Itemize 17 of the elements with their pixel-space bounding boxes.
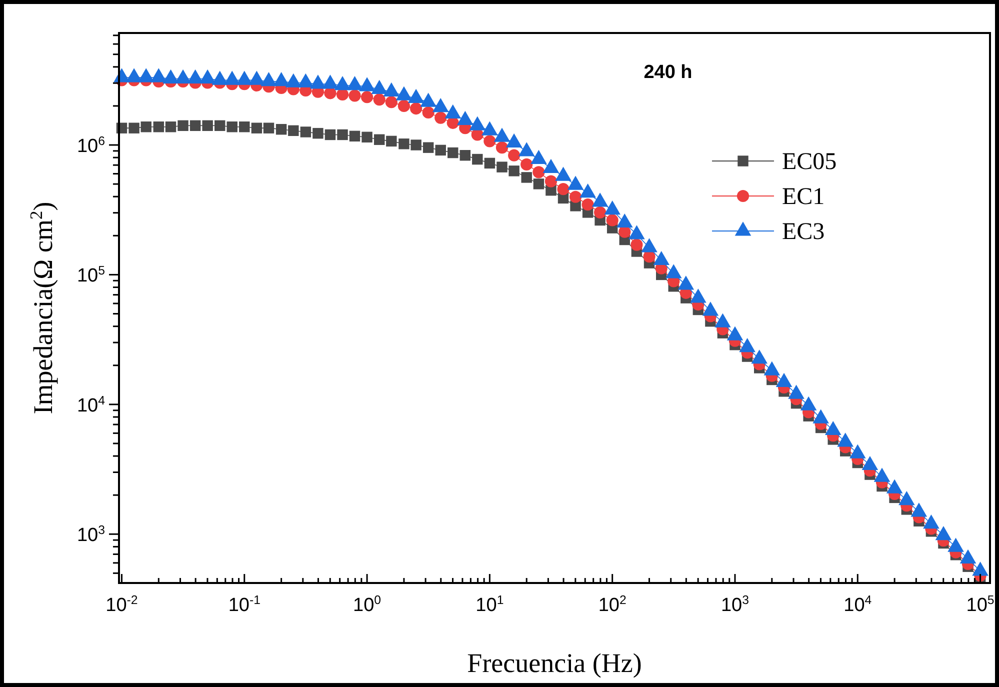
legend-label: EC05 xyxy=(782,149,837,175)
x-axis-title: Frecuencia (Hz) xyxy=(467,648,642,678)
y-tick-label: 10$^{4}$ xyxy=(76,393,106,416)
y-tick-label: 10$^{6}$ xyxy=(76,134,106,157)
legend-label: EC1 xyxy=(782,184,825,210)
x-tick-label: 10$^{2}$ xyxy=(598,593,626,616)
y-tick-label: 10$^{5}$ xyxy=(76,264,106,287)
x-tick-label: 10$^{1}$ xyxy=(476,593,504,616)
x-tick-label: 10$^{3}$ xyxy=(720,593,750,616)
legend-label: EC3 xyxy=(782,219,825,245)
x-tick-label: 10$^{5}$ xyxy=(966,593,994,616)
y-tick-label: 10$^{3}$ xyxy=(76,523,106,546)
x-tick-label: 10$^{-2}$ xyxy=(106,593,138,616)
text: 240 h xyxy=(644,62,692,83)
x-tick-label: 10$^{4}$ xyxy=(844,593,872,616)
x-tick-label: 10$^{-1}$ xyxy=(228,593,261,616)
x-tick-label: 10$^{0}$ xyxy=(353,593,382,616)
